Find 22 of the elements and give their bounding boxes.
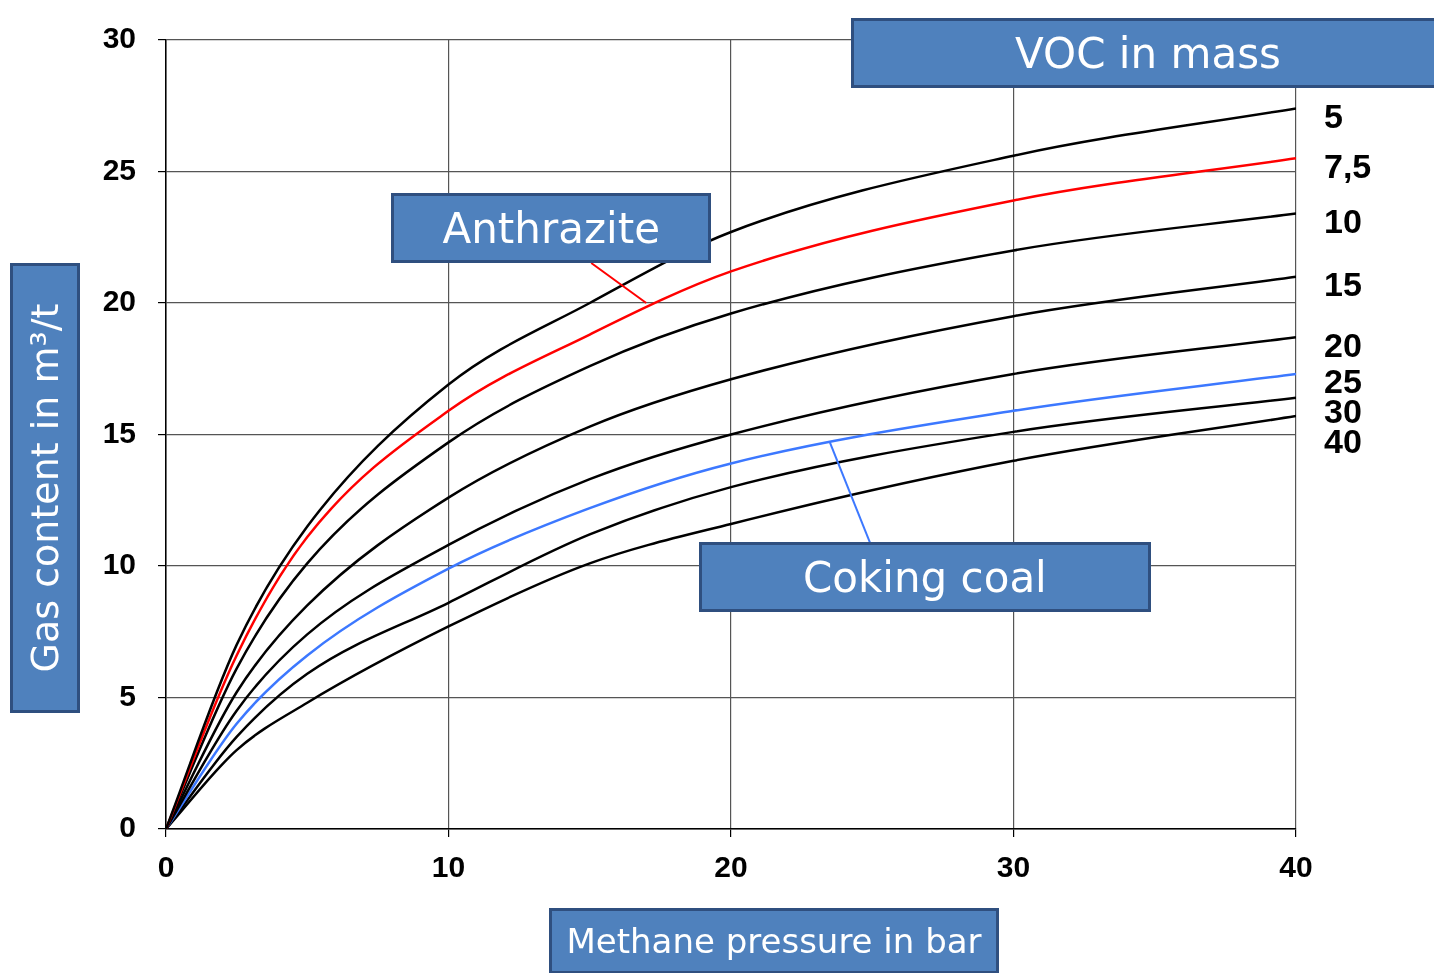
label-box: Coking coal [698, 542, 1151, 613]
x-tick-label: 10 [431, 850, 466, 884]
label-box: VOC in mass [851, 18, 1434, 88]
label-box: Methane pressure in bar [549, 908, 999, 973]
series-label: 10 [1324, 201, 1362, 240]
x-tick-label: 0 [157, 850, 175, 884]
series-label: 7,5 [1324, 146, 1372, 185]
y-tick-label: 30 [102, 21, 136, 55]
y-tick-label: 15 [102, 415, 136, 449]
y-tick-label: 25 [102, 152, 136, 186]
x-tick-label: 30 [996, 850, 1031, 884]
series-label: 20 [1324, 325, 1362, 364]
series-label: 15 [1324, 265, 1362, 304]
x-tick-label: 40 [1279, 850, 1313, 884]
series-label: 5 [1324, 96, 1343, 135]
y-tick-label: 5 [119, 678, 136, 712]
label-box: Anthrazite [391, 193, 712, 263]
y-tick-label: 20 [102, 284, 136, 318]
x-tick-label: 20 [714, 850, 748, 884]
label-box: Gas content in m³/t [10, 263, 80, 713]
y-tick-label: 0 [119, 810, 136, 844]
y-tick-label: 10 [102, 547, 136, 581]
